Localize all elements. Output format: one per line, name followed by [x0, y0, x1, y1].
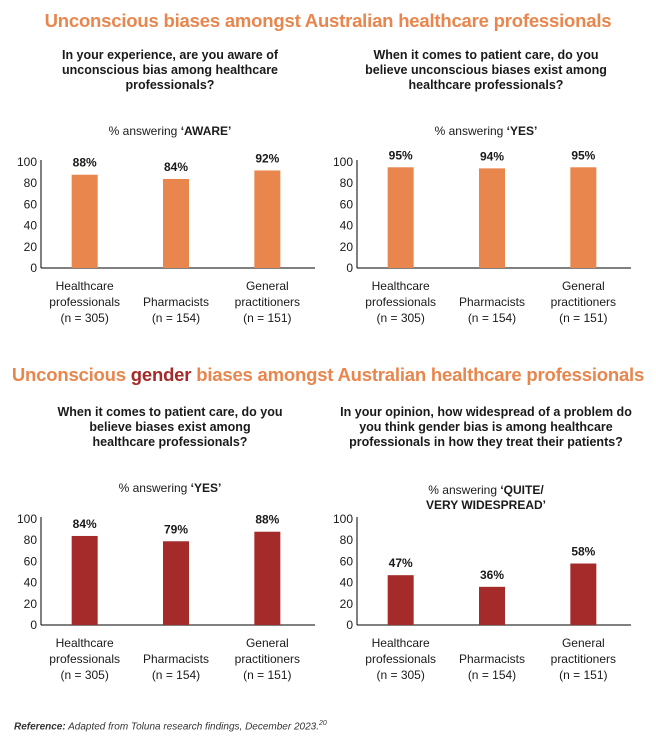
- y-tick-label: 60: [24, 197, 38, 211]
- y-tick-label: 60: [340, 554, 354, 568]
- bar: [479, 586, 505, 625]
- x-category-label: (n = 154): [152, 668, 200, 682]
- x-category-label: professionals: [49, 652, 120, 666]
- x-category-label: Pharmacists: [459, 295, 525, 309]
- x-category-label: (n = 305): [60, 668, 108, 682]
- y-tick-label: 0: [346, 261, 353, 275]
- x-category-label: Pharmacists: [143, 295, 209, 309]
- bar-value-label: 95%: [389, 148, 413, 162]
- chart-panel-widespread: In your opinion, how widespread of a pro…: [331, 405, 641, 735]
- x-category-label: Pharmacists: [459, 652, 525, 666]
- bar: [163, 178, 189, 268]
- chart-measure-label: % answering ‘QUITE/ VERY WIDESPREAD’: [425, 483, 547, 512]
- chart-panel-aware: In your experience, are you aware of unc…: [15, 48, 325, 378]
- x-category-label: General: [562, 636, 605, 650]
- y-tick-label: 40: [340, 576, 354, 590]
- x-category-label: (n = 151): [243, 311, 291, 325]
- bar: [163, 541, 189, 625]
- bar: [71, 535, 98, 625]
- y-tick-label: 80: [24, 176, 38, 190]
- chart-measure-label: % answering ‘AWARE’: [108, 124, 232, 138]
- x-category-label: professionals: [365, 295, 436, 309]
- x-category-label: practitioners: [551, 652, 616, 666]
- x-category-label: professionals: [49, 295, 120, 309]
- x-category-label: (n = 151): [559, 311, 607, 325]
- y-tick-label: 40: [340, 219, 354, 233]
- chart-measure-label: % answering ‘YES’: [434, 124, 538, 138]
- y-tick-label: 20: [24, 240, 38, 254]
- section-title-unconscious-biases: Unconscious biases amongst Australian he…: [44, 10, 612, 31]
- chart-panel-unconscious-yes: When it comes to patient care, do you be…: [331, 48, 641, 378]
- chart-question: In your experience, are you aware of unc…: [61, 48, 279, 92]
- y-tick-label: 100: [17, 155, 37, 169]
- y-tick-label: 0: [346, 618, 353, 632]
- x-category-label: General: [246, 279, 289, 293]
- x-category-label: Healthcare: [56, 279, 114, 293]
- bar: [479, 168, 505, 268]
- bar-chart-widespread: 0 20 40 60 80 100 47% Healthcare professionals (n…: [333, 512, 631, 682]
- bar-value-label: 88%: [73, 156, 97, 170]
- x-category-label: practitioners: [235, 652, 300, 666]
- y-tick-label: 60: [24, 554, 38, 568]
- bar: [387, 167, 414, 268]
- chart-question: When it comes to patient care, do you be…: [365, 48, 607, 92]
- bar-value-label: 58%: [571, 545, 595, 559]
- x-category-label: General: [562, 279, 605, 293]
- bar: [570, 167, 597, 268]
- bar: [254, 170, 281, 268]
- y-tick-label: 100: [17, 512, 37, 526]
- x-category-label: (n = 151): [559, 668, 607, 682]
- y-tick-label: 20: [24, 597, 38, 611]
- y-tick-label: 60: [340, 197, 354, 211]
- y-tick-label: 0: [30, 618, 37, 632]
- x-category-label: practitioners: [551, 295, 616, 309]
- y-tick-label: 100: [333, 155, 353, 169]
- y-tick-label: 40: [24, 576, 38, 590]
- bar: [254, 531, 281, 625]
- x-category-label: Healthcare: [372, 636, 430, 650]
- y-tick-label: 100: [333, 512, 353, 526]
- x-category-label: professionals: [365, 652, 436, 666]
- bar-value-label: 94%: [480, 149, 504, 163]
- bar-chart-gender-yes: 0 20 40 60 80 100 84% Healthcare professionals (n…: [17, 512, 315, 682]
- bar-value-label: 92%: [255, 151, 279, 165]
- bar-value-label: 79%: [164, 522, 188, 536]
- x-category-label: (n = 154): [468, 311, 516, 325]
- x-category-label: (n = 305): [376, 311, 424, 325]
- x-category-label: (n = 305): [60, 311, 108, 325]
- bar-value-label: 84%: [164, 160, 188, 174]
- chart-measure-label: % answering ‘YES’: [118, 481, 222, 495]
- bar-value-label: 47%: [389, 556, 413, 570]
- x-category-label: Healthcare: [56, 636, 114, 650]
- x-category-label: Pharmacists: [143, 652, 209, 666]
- y-tick-label: 80: [340, 176, 354, 190]
- y-tick-label: 80: [24, 533, 38, 547]
- x-category-label: Healthcare: [372, 279, 430, 293]
- bar-value-label: 88%: [255, 513, 279, 527]
- chart-question: When it comes to patient care, do you be…: [57, 405, 283, 449]
- x-category-label: General: [246, 636, 289, 650]
- y-tick-label: 80: [340, 533, 354, 547]
- bar: [570, 563, 597, 625]
- x-category-label: (n = 154): [468, 668, 516, 682]
- reference-note: Reference: Adapted from Toluna research …: [14, 720, 327, 733]
- y-tick-label: 20: [340, 597, 354, 611]
- bar-value-label: 84%: [73, 517, 97, 531]
- y-tick-label: 0: [30, 261, 37, 275]
- y-tick-label: 40: [24, 219, 38, 233]
- chart-question: In your opinion, how widespread of a pro…: [340, 405, 632, 449]
- bar: [71, 174, 98, 268]
- y-tick-label: 20: [340, 240, 354, 254]
- x-category-label: (n = 154): [152, 311, 200, 325]
- x-category-label: (n = 305): [376, 668, 424, 682]
- bar: [387, 575, 414, 625]
- bar-value-label: 36%: [480, 568, 504, 582]
- bar-chart-unconscious-yes: 0 20 40 60 80 100 95% Healthcare professionals (n…: [333, 148, 631, 325]
- bar-value-label: 95%: [571, 148, 595, 162]
- bar-chart-aware: 0 20 40 60 80 100 88% Healthcare professionals (n…: [17, 151, 315, 325]
- x-category-label: practitioners: [235, 295, 300, 309]
- x-category-label: (n = 151): [243, 668, 291, 682]
- section-title-gender-biases: Unconscious gender biases amongst Austra…: [11, 364, 645, 385]
- chart-panel-gender-yes: When it comes to patient care, do you be…: [15, 405, 325, 735]
